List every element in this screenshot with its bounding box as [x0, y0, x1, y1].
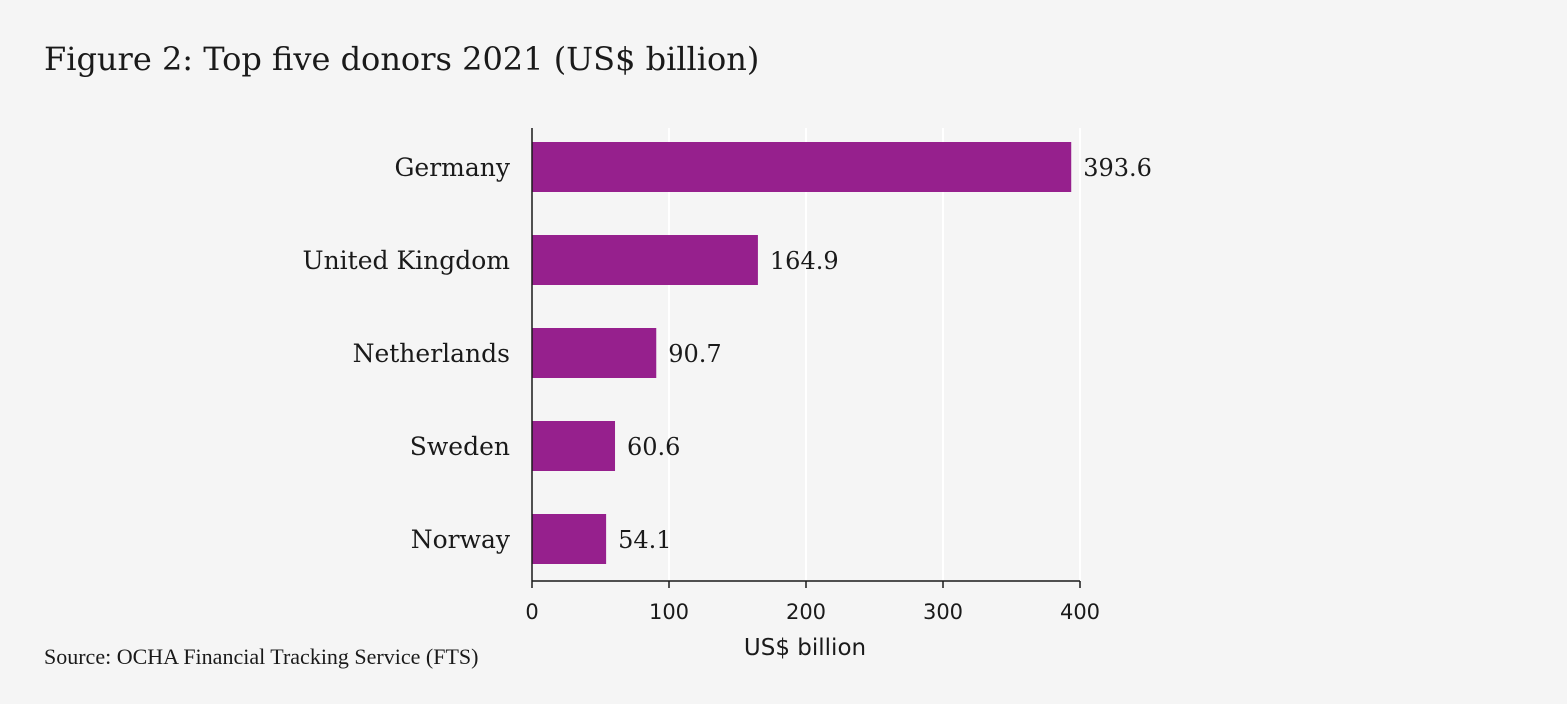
data-label: 393.6 [1083, 154, 1152, 182]
x-tick-label: 100 [649, 600, 689, 624]
chart-title: Figure 2: Top five donors 2021 (US$ bill… [44, 40, 760, 78]
gridlines [668, 128, 1081, 581]
labels: Germany 393.6 United Kingdom 164.9 Netherlan… [303, 153, 1152, 624]
bar-germany [532, 142, 1072, 192]
data-label: 164.9 [770, 247, 839, 275]
source-note: Source: OCHA Financial Tracking Service … [44, 644, 479, 669]
bars [532, 142, 1072, 564]
category-label: Sweden [410, 432, 510, 461]
x-axis-title: US$ billion [744, 635, 866, 661]
bar-netherlands [532, 328, 657, 378]
x-tick-label: 0 [525, 600, 538, 624]
bar-sweden [532, 421, 616, 471]
category-label: Germany [394, 153, 510, 182]
category-label: Netherlands [353, 339, 510, 368]
category-label: Norway [411, 525, 511, 554]
data-label: 60.6 [627, 433, 680, 461]
x-tick-label: 300 [923, 600, 963, 624]
data-label: 90.7 [668, 340, 721, 368]
data-label: 54.1 [618, 526, 671, 554]
axes [531, 128, 1081, 588]
x-tick-label: 200 [786, 600, 826, 624]
bar-united-kingdom [532, 235, 758, 285]
x-tick-label: 400 [1060, 600, 1100, 624]
bar-norway [532, 514, 607, 564]
category-label: United Kingdom [303, 246, 511, 275]
